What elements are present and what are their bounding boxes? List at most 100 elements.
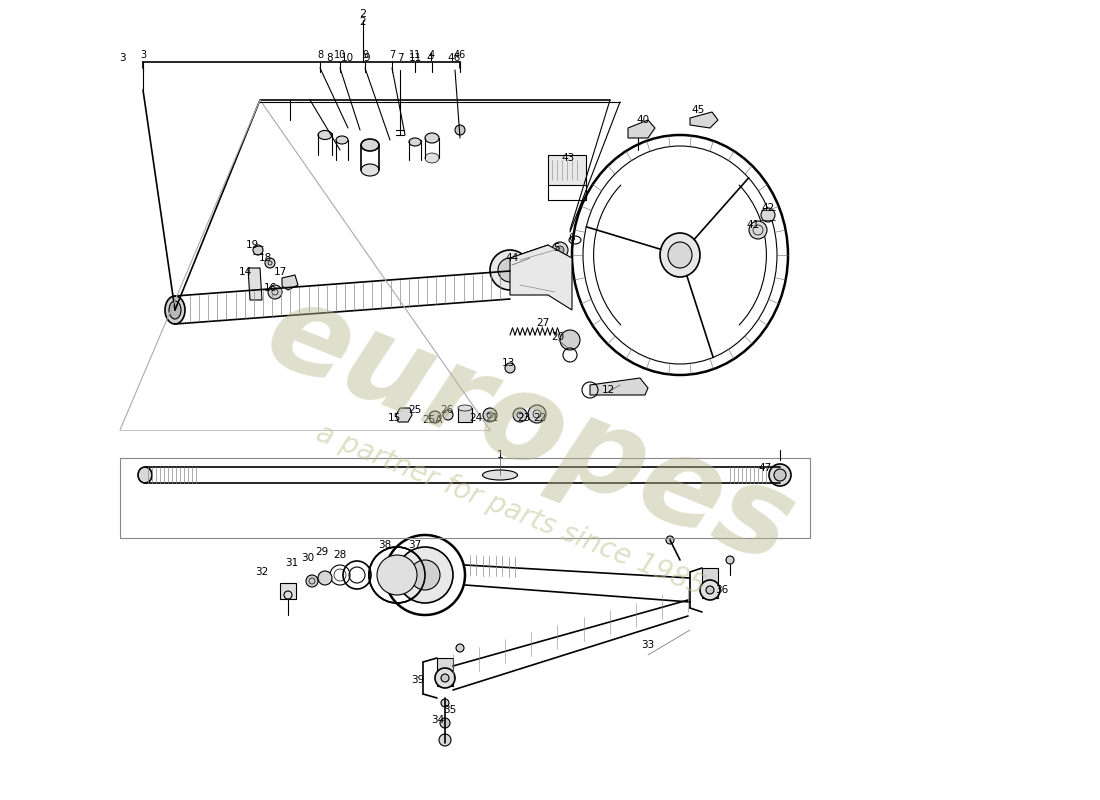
Text: 4: 4 bbox=[429, 50, 436, 60]
Ellipse shape bbox=[165, 296, 185, 324]
Text: 45: 45 bbox=[692, 105, 705, 115]
Circle shape bbox=[556, 246, 564, 254]
Circle shape bbox=[318, 571, 332, 585]
Bar bbox=[548, 155, 586, 185]
Text: 11: 11 bbox=[409, 50, 421, 60]
Polygon shape bbox=[590, 378, 648, 395]
Text: a partner for parts since 1985: a partner for parts since 1985 bbox=[311, 419, 708, 601]
Text: 44: 44 bbox=[505, 253, 518, 263]
Text: 5: 5 bbox=[553, 243, 560, 253]
Ellipse shape bbox=[409, 138, 421, 146]
Circle shape bbox=[429, 411, 441, 423]
Text: 39: 39 bbox=[411, 675, 425, 685]
Text: 7: 7 bbox=[397, 53, 404, 63]
Text: 31: 31 bbox=[285, 558, 298, 568]
Ellipse shape bbox=[138, 467, 152, 483]
Text: 25: 25 bbox=[408, 405, 421, 415]
Text: 12: 12 bbox=[602, 385, 615, 395]
Polygon shape bbox=[282, 275, 298, 290]
Text: 28: 28 bbox=[333, 550, 346, 560]
Circle shape bbox=[434, 668, 455, 688]
Circle shape bbox=[441, 674, 449, 682]
Polygon shape bbox=[510, 245, 560, 285]
Text: 21: 21 bbox=[485, 413, 498, 423]
Circle shape bbox=[560, 330, 580, 350]
Ellipse shape bbox=[769, 464, 791, 486]
Bar bbox=[280, 583, 296, 599]
Text: 4: 4 bbox=[427, 53, 433, 63]
Text: 6: 6 bbox=[569, 233, 575, 243]
Text: 2: 2 bbox=[360, 17, 366, 27]
Circle shape bbox=[490, 250, 530, 290]
Text: 18: 18 bbox=[258, 253, 272, 263]
Polygon shape bbox=[248, 268, 262, 300]
Circle shape bbox=[456, 644, 464, 652]
Text: 13: 13 bbox=[502, 358, 515, 368]
Circle shape bbox=[253, 245, 263, 255]
Circle shape bbox=[666, 536, 674, 544]
Text: 7: 7 bbox=[389, 50, 395, 60]
Polygon shape bbox=[396, 408, 412, 422]
Ellipse shape bbox=[336, 136, 348, 144]
Ellipse shape bbox=[425, 153, 439, 163]
Text: 17: 17 bbox=[274, 267, 287, 277]
Text: 26: 26 bbox=[440, 405, 453, 415]
Circle shape bbox=[377, 555, 417, 595]
Ellipse shape bbox=[425, 133, 439, 143]
Text: 1: 1 bbox=[497, 450, 504, 460]
Circle shape bbox=[397, 547, 453, 603]
Ellipse shape bbox=[361, 139, 379, 151]
Polygon shape bbox=[510, 245, 572, 310]
Text: 32: 32 bbox=[255, 567, 268, 577]
Circle shape bbox=[552, 242, 568, 258]
Polygon shape bbox=[437, 658, 453, 686]
Text: 11: 11 bbox=[408, 53, 421, 63]
Ellipse shape bbox=[169, 301, 182, 319]
Circle shape bbox=[441, 699, 449, 707]
Text: 24: 24 bbox=[470, 413, 483, 423]
Circle shape bbox=[513, 408, 527, 422]
Text: 3: 3 bbox=[140, 50, 146, 60]
Circle shape bbox=[483, 408, 497, 422]
Ellipse shape bbox=[483, 470, 517, 480]
Circle shape bbox=[306, 575, 318, 587]
Text: 14: 14 bbox=[239, 267, 252, 277]
Circle shape bbox=[528, 405, 546, 423]
Text: 3: 3 bbox=[119, 53, 125, 63]
Text: 8: 8 bbox=[317, 50, 323, 60]
Circle shape bbox=[505, 363, 515, 373]
Circle shape bbox=[440, 718, 450, 728]
Ellipse shape bbox=[660, 233, 700, 277]
Text: 38: 38 bbox=[378, 540, 392, 550]
Circle shape bbox=[443, 410, 453, 420]
Text: 46: 46 bbox=[448, 53, 461, 63]
Text: 20: 20 bbox=[551, 332, 564, 342]
Text: 10: 10 bbox=[340, 53, 353, 63]
Text: 37: 37 bbox=[408, 540, 421, 550]
Text: 30: 30 bbox=[301, 553, 315, 563]
Ellipse shape bbox=[774, 469, 786, 481]
Text: 22: 22 bbox=[534, 413, 547, 423]
Circle shape bbox=[726, 556, 734, 564]
Text: 23: 23 bbox=[517, 413, 530, 423]
Ellipse shape bbox=[668, 242, 692, 268]
Text: 47: 47 bbox=[758, 463, 771, 473]
Text: 42: 42 bbox=[761, 203, 774, 213]
Circle shape bbox=[498, 258, 522, 282]
Circle shape bbox=[410, 560, 440, 590]
Text: 36: 36 bbox=[715, 585, 728, 595]
Text: 27: 27 bbox=[537, 318, 550, 328]
Circle shape bbox=[439, 734, 451, 746]
Circle shape bbox=[700, 580, 720, 600]
Text: 33: 33 bbox=[641, 640, 654, 650]
Text: 40: 40 bbox=[637, 115, 650, 125]
Text: 46: 46 bbox=[454, 50, 466, 60]
Text: 8: 8 bbox=[327, 53, 333, 63]
Text: 43: 43 bbox=[561, 153, 574, 163]
Text: 2: 2 bbox=[360, 9, 366, 19]
Circle shape bbox=[706, 586, 714, 594]
Circle shape bbox=[268, 285, 282, 299]
Text: 15: 15 bbox=[387, 413, 400, 423]
Text: 34: 34 bbox=[431, 715, 444, 725]
Ellipse shape bbox=[318, 130, 332, 139]
